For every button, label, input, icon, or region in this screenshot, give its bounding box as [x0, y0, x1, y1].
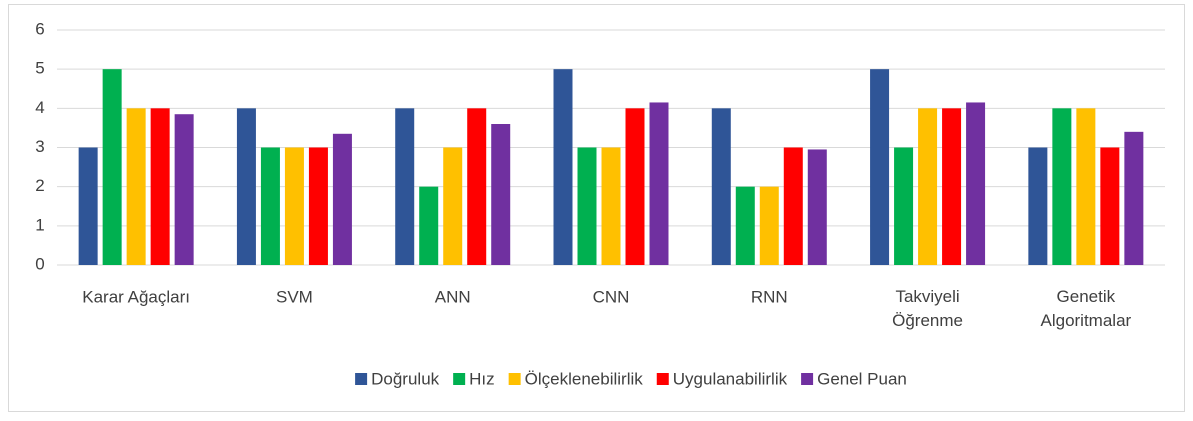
bar [783, 147, 803, 265]
bar [332, 133, 352, 265]
bar [759, 186, 779, 265]
y-tick-label: 6 [35, 19, 44, 38]
bar [577, 147, 597, 265]
legend-label: Genel Puan [817, 369, 907, 388]
bar [711, 108, 731, 265]
legend-label: Ölçeklenebilirlik [525, 369, 644, 388]
y-tick-label: 1 [35, 215, 44, 234]
bar [395, 108, 415, 265]
bar [966, 102, 986, 265]
bar [553, 69, 573, 266]
bar [1100, 147, 1120, 265]
legend-label: Doğruluk [371, 369, 440, 388]
bar [1028, 147, 1048, 265]
bar [443, 147, 463, 265]
bar [894, 147, 914, 265]
bar [625, 108, 645, 265]
y-tick-label: 2 [35, 176, 44, 195]
bar [236, 108, 256, 265]
y-tick-label: 5 [35, 59, 44, 78]
bar [102, 69, 122, 266]
bar [467, 108, 487, 265]
legend-label: Hız [469, 369, 495, 388]
bar [150, 108, 170, 265]
bar [126, 108, 146, 265]
x-tick-label: CNN [593, 287, 630, 306]
bar [870, 69, 890, 266]
y-tick-label: 4 [35, 98, 44, 117]
bar [308, 147, 328, 265]
bar [1124, 131, 1144, 265]
bar [649, 102, 669, 265]
x-tick-label: Karar Ağaçları [82, 287, 190, 306]
x-tick-label: ANN [435, 287, 471, 306]
bar [284, 147, 304, 265]
bar [942, 108, 962, 265]
legend-swatch [508, 373, 521, 385]
bar [601, 147, 621, 265]
bar [78, 147, 98, 265]
legend-swatch [453, 373, 466, 385]
bar [1052, 108, 1072, 265]
legend-label: Uygulanabilirlik [673, 369, 788, 388]
x-tick-label: RNN [751, 287, 788, 306]
legend-swatch [355, 373, 368, 385]
bar [735, 186, 755, 265]
bar [260, 147, 280, 265]
y-tick-label: 0 [35, 254, 44, 273]
x-tick-label: SVM [276, 287, 313, 306]
legend-swatch [801, 373, 814, 385]
x-tick-label: Genetik Algoritmalar [1041, 287, 1132, 330]
legend-swatch [656, 373, 669, 385]
bar [807, 149, 827, 265]
bar [491, 124, 511, 265]
y-tick-label: 3 [35, 137, 44, 156]
bar [918, 108, 938, 265]
bar [419, 186, 439, 265]
bar [1076, 108, 1096, 265]
x-tick-label: Takviyeli Öğrenme [892, 287, 963, 330]
bar [174, 114, 194, 265]
